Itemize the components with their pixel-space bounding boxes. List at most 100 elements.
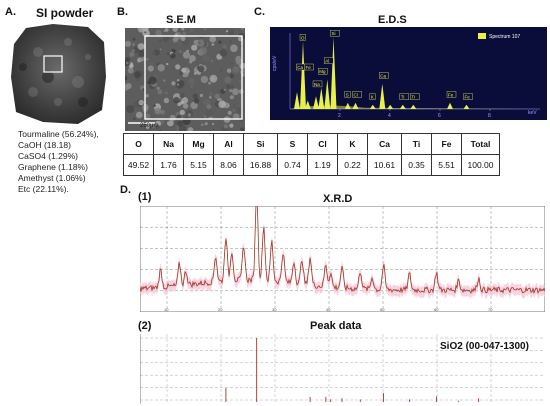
sem-grain	[224, 76, 232, 84]
sem-grain	[154, 107, 162, 115]
eds-baseline	[290, 105, 540, 109]
sem-grain	[138, 51, 145, 58]
sem-grain	[177, 120, 184, 127]
eds-peak-label: Fe	[448, 92, 454, 97]
eds-peak	[399, 104, 406, 109]
sem-grain	[194, 72, 197, 75]
sem-grain	[134, 71, 141, 78]
sem-grain	[208, 28, 211, 31]
powder-zoom-box	[43, 55, 63, 73]
sem-grain	[136, 106, 144, 114]
eds-peak-label-box	[399, 93, 410, 100]
eds-header-cell: Al	[213, 133, 244, 155]
sem-grain	[165, 28, 169, 32]
sem-grain	[232, 104, 236, 107]
eds-header-cell: Na	[153, 133, 184, 155]
xrd-line	[140, 206, 545, 295]
panel-c-label: C.	[254, 6, 265, 18]
eds-peak-label-box	[318, 68, 328, 75]
sem-grain	[159, 129, 162, 131]
sem-grain	[197, 39, 205, 47]
sem-grain	[166, 62, 169, 66]
eds-tick-label: 2	[338, 113, 341, 119]
peak-chart	[140, 334, 545, 404]
eds-peak-label: Al	[325, 59, 329, 64]
sem-grain	[199, 47, 207, 55]
composition-item: Graphene (1.18%)	[18, 162, 88, 172]
eds-header-cell: Total	[461, 133, 500, 155]
sem-grain	[175, 64, 181, 70]
eds-value-cell: 0.22	[337, 154, 368, 176]
eds-peak-label-box	[379, 72, 389, 79]
eds-tick-label: 4	[388, 113, 391, 119]
sem-grain	[237, 104, 241, 108]
xrd-tick-label: 30	[272, 307, 277, 312]
eds-peak	[447, 102, 453, 109]
sem-grain	[171, 81, 176, 86]
sem-grain	[157, 64, 165, 72]
sem-grain	[220, 69, 223, 72]
sem-grain	[151, 51, 156, 56]
sem-grain	[187, 127, 194, 131]
sem-grain	[218, 40, 222, 44]
sem-grain	[199, 93, 203, 98]
sem-grain	[182, 103, 189, 109]
sem-grain	[172, 37, 178, 43]
sem-grain	[240, 127, 244, 131]
eds-tick-label: 8	[488, 113, 491, 119]
sem-grain	[238, 89, 244, 94]
sem-grain	[147, 65, 154, 72]
composition-item: CaSO4 (1.29%)	[18, 151, 78, 161]
eds-value-cell: 8.06	[213, 154, 244, 176]
eds-peak-label: Ca	[297, 65, 303, 70]
sem-grain	[226, 84, 231, 89]
sem-grain	[235, 58, 242, 65]
sem-grain	[132, 43, 135, 46]
eds-peak-label-box	[410, 93, 420, 100]
sem-grain	[154, 43, 162, 51]
sem-grain	[198, 41, 201, 44]
sem-grain	[173, 96, 180, 104]
sem-grain	[179, 109, 185, 116]
sem-grain	[241, 28, 244, 30]
peak-title: Peak data	[310, 320, 362, 332]
eds-header-cell: Cl	[307, 133, 338, 155]
sem-grain	[209, 92, 213, 96]
sem-grain	[192, 93, 198, 99]
eds-xlabel: keV	[528, 110, 537, 116]
eds-peak	[294, 92, 300, 109]
sem-grain	[219, 98, 222, 101]
sem-grain	[177, 79, 180, 82]
xrd-envelope	[140, 206, 545, 299]
panel-a-label: A.	[5, 6, 16, 18]
sem-grain	[231, 85, 234, 88]
sem-grain	[197, 65, 205, 73]
sem-grain	[125, 40, 131, 47]
sem-grain	[181, 67, 187, 73]
sem-grain	[222, 44, 227, 49]
sem-grain	[137, 64, 145, 71]
eds-legend-swatch	[478, 33, 486, 39]
sem-grain	[163, 97, 170, 104]
eds-ylabel: cps/eV	[272, 55, 278, 71]
sem-grain	[126, 105, 135, 114]
eds-peak-label: Fe	[465, 95, 471, 100]
eds-table-header-row: O Na Mg Al Si S Cl K Ca Ti Fe Total	[123, 133, 500, 155]
sem-grain	[188, 77, 195, 85]
xrd-tick-label: 40	[326, 307, 331, 312]
sem-grain	[150, 62, 154, 66]
eds-peak-label: Ca	[380, 73, 386, 78]
sem-grain	[232, 88, 239, 96]
sem-grain	[187, 113, 192, 117]
sem-grain	[229, 73, 234, 78]
sem-grain	[125, 75, 128, 81]
sem-grain	[156, 86, 160, 90]
sem-grain	[125, 51, 128, 55]
eds-value-cell: 16.88	[243, 154, 278, 176]
scale-bar-label: 250μm	[140, 123, 159, 129]
sem-grain	[142, 88, 145, 91]
eds-peak-label: Si	[332, 31, 336, 36]
sem-grain	[132, 37, 136, 41]
xrd-sublabel: (1)	[138, 191, 152, 203]
